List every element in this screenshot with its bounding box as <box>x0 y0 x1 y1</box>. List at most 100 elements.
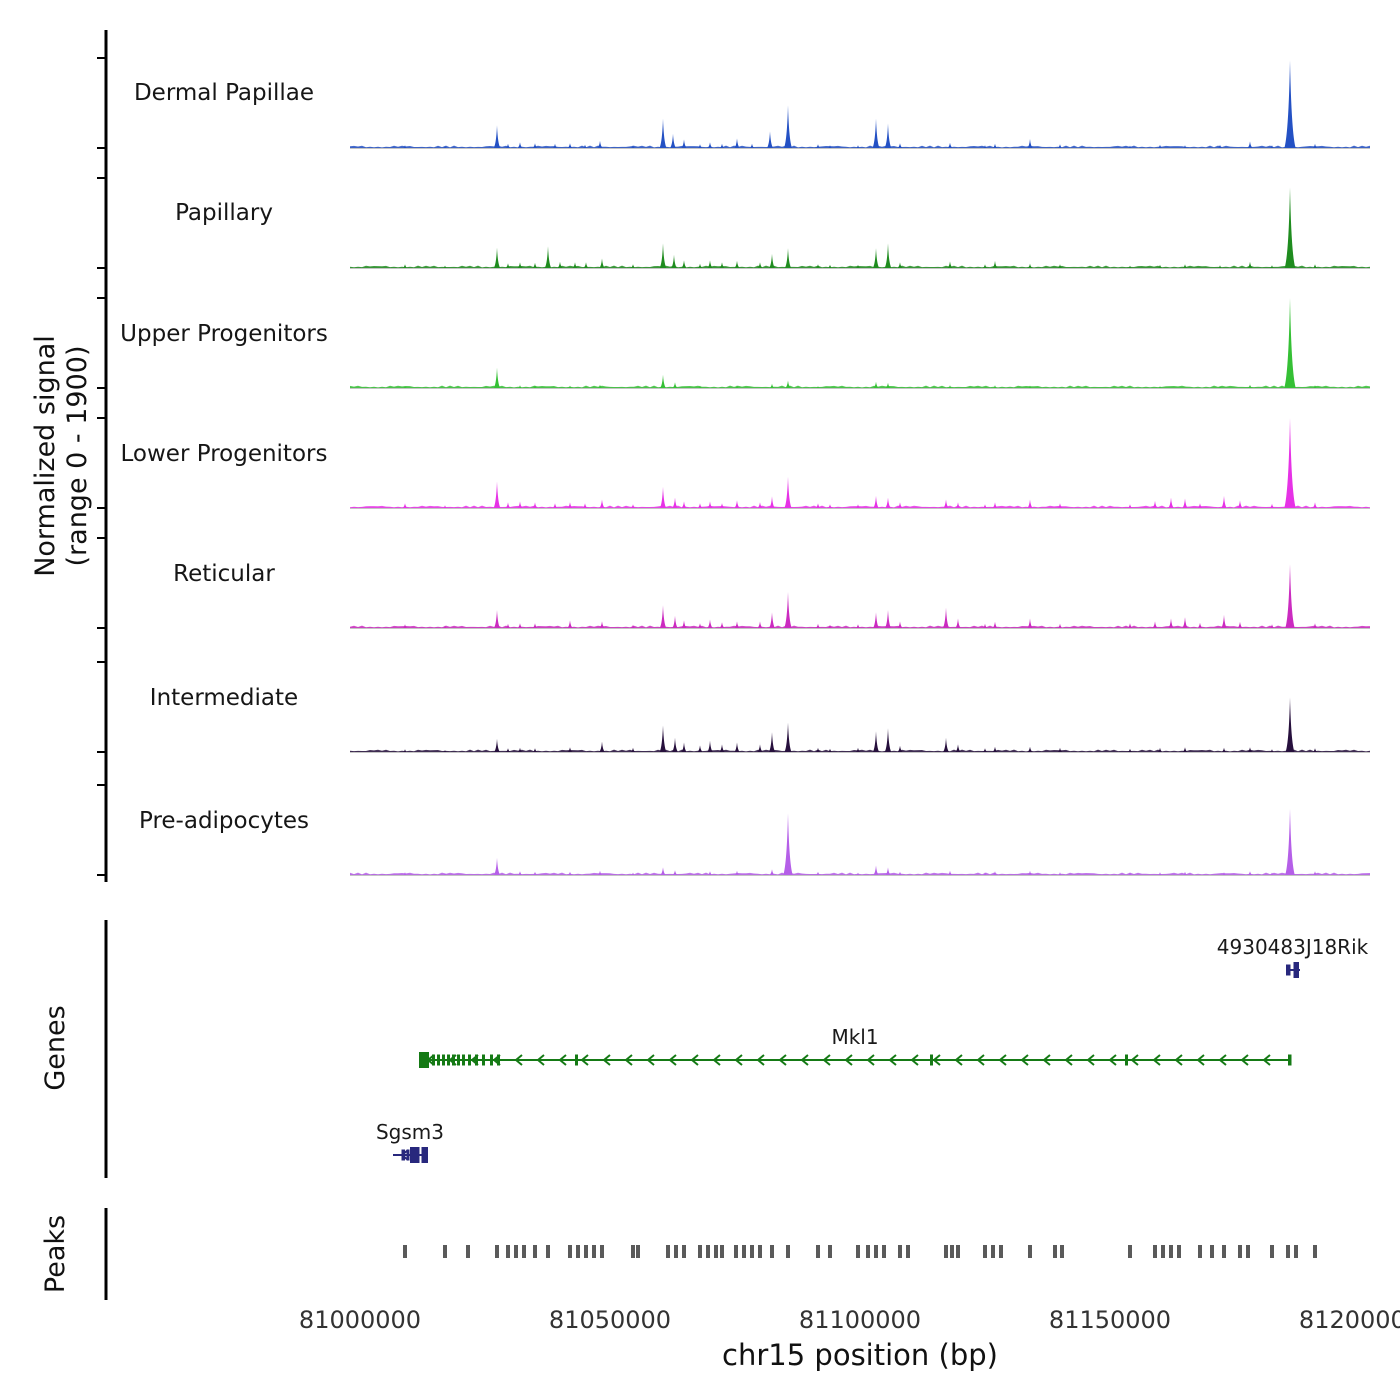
peak-mark <box>666 1245 670 1258</box>
peak-mark <box>403 1245 407 1258</box>
peak-mark <box>466 1245 470 1258</box>
gene-strand-arrow <box>514 1054 523 1066</box>
peak-mark <box>750 1245 754 1258</box>
track-label-pre-adipocytes: Pre-adipocytes <box>138 808 310 834</box>
track-noise <box>350 385 1370 388</box>
y-axis-label-line1: Normalized signal <box>30 335 61 577</box>
peak-mark <box>866 1245 870 1258</box>
peak-mark <box>950 1245 954 1258</box>
peak-mark <box>882 1245 886 1258</box>
gene-strand-arrow <box>888 1054 897 1066</box>
peak-mark <box>600 1245 604 1258</box>
peak-mark <box>495 1245 499 1258</box>
gene-exon <box>462 1054 465 1066</box>
track-noise <box>350 625 1370 628</box>
gene-strand-arrow <box>1218 1054 1227 1066</box>
peak-mark <box>944 1245 948 1258</box>
gene-exon <box>930 1054 933 1066</box>
gene-exon <box>447 1054 450 1066</box>
gene-strand-arrow <box>1108 1054 1117 1066</box>
gene-exon <box>410 1147 420 1163</box>
peak-mark <box>1286 1245 1290 1258</box>
gene-strand-arrow <box>998 1054 1007 1066</box>
track-signal <box>402 564 1318 628</box>
gene-strand-arrow <box>844 1054 853 1066</box>
peak-mark <box>443 1245 447 1258</box>
gene-strand-arrow <box>954 1054 963 1066</box>
track-signal <box>402 187 1318 268</box>
gene-strand-arrow <box>536 1054 545 1066</box>
gene-strand-arrow <box>690 1054 699 1066</box>
gene-exon <box>421 1147 428 1163</box>
peak-mark <box>1153 1245 1157 1258</box>
peak-mark <box>1294 1245 1298 1258</box>
track-label-dermal-papillae: Dermal Papillae <box>133 80 315 106</box>
peak-mark <box>1210 1245 1214 1258</box>
track-label-intermediate: Intermediate <box>149 685 299 711</box>
gene-strand-arrow <box>712 1054 721 1066</box>
x-tick-81150000: 81150000 <box>1048 1306 1172 1334</box>
gene-strand-arrow <box>668 1054 677 1066</box>
gene-strand-arrow <box>602 1054 611 1066</box>
gene-strand-arrow <box>778 1054 787 1066</box>
gene-exon <box>452 1054 455 1066</box>
track-signal <box>402 60 1318 148</box>
peaks-section-label: Peaks <box>40 1214 71 1294</box>
peak-mark <box>1246 1245 1250 1258</box>
peaks-track <box>403 1245 1317 1258</box>
gene-strand-arrow <box>1174 1054 1183 1066</box>
gene-strand-arrow <box>624 1054 633 1066</box>
gene-exon <box>468 1054 471 1066</box>
gene-strand-arrow <box>1064 1054 1073 1066</box>
peak-mark <box>714 1245 718 1258</box>
peak-mark <box>1222 1245 1226 1258</box>
y-axis-label: Normalized signal (range 0 - 1900) <box>30 176 94 736</box>
peak-mark <box>706 1245 710 1258</box>
track-noise <box>350 505 1370 508</box>
gene-label: Mkl1 <box>831 1025 878 1049</box>
peak-mark <box>1060 1245 1064 1258</box>
genes-section-label: Genes <box>40 1005 71 1091</box>
gene-strand-arrow <box>734 1054 743 1066</box>
signal-track-dermal-papillae <box>350 60 1370 149</box>
gene-exon <box>475 1054 478 1066</box>
peak-mark <box>856 1245 860 1258</box>
gene-exon <box>490 1054 493 1066</box>
gene-exon <box>1293 962 1299 978</box>
gene-exon <box>482 1054 485 1066</box>
track-noise <box>350 145 1370 148</box>
peak-mark <box>991 1245 995 1258</box>
peak-mark <box>682 1245 686 1258</box>
gene-strand-arrow <box>756 1054 765 1066</box>
gene-strand-arrow <box>1262 1054 1271 1066</box>
x-axis-label: chr15 position (bp) <box>722 1338 998 1372</box>
gene-strand-arrow <box>1152 1054 1161 1066</box>
track-label-papillary: Papillary <box>175 200 273 226</box>
peak-mark <box>956 1245 960 1258</box>
peak-mark <box>786 1245 790 1258</box>
peak-mark <box>1238 1245 1242 1258</box>
track-noise <box>350 749 1370 752</box>
peak-mark <box>546 1245 550 1258</box>
peak-mark <box>698 1245 702 1258</box>
gene-strand-arrow <box>1240 1054 1249 1066</box>
signal-track-pre-adipocytes <box>350 808 1370 876</box>
peak-mark <box>506 1245 510 1258</box>
peak-mark <box>568 1245 572 1258</box>
gene-strand-arrow <box>800 1054 809 1066</box>
peak-mark <box>1028 1245 1032 1258</box>
peak-mark <box>592 1245 596 1258</box>
gene-label: Sgsm3 <box>376 1120 444 1144</box>
peak-mark <box>999 1245 1003 1258</box>
track-signal <box>402 418 1318 508</box>
track-signal <box>402 808 1318 875</box>
peak-mark <box>674 1245 678 1258</box>
gene-exon <box>1125 1054 1128 1066</box>
gene-strand-arrow <box>1020 1054 1029 1066</box>
gene-strand-arrow <box>1196 1054 1205 1066</box>
gene-strand-arrow <box>822 1054 831 1066</box>
track-signal <box>402 697 1318 752</box>
x-tick-81000000: 81000000 <box>298 1306 422 1334</box>
